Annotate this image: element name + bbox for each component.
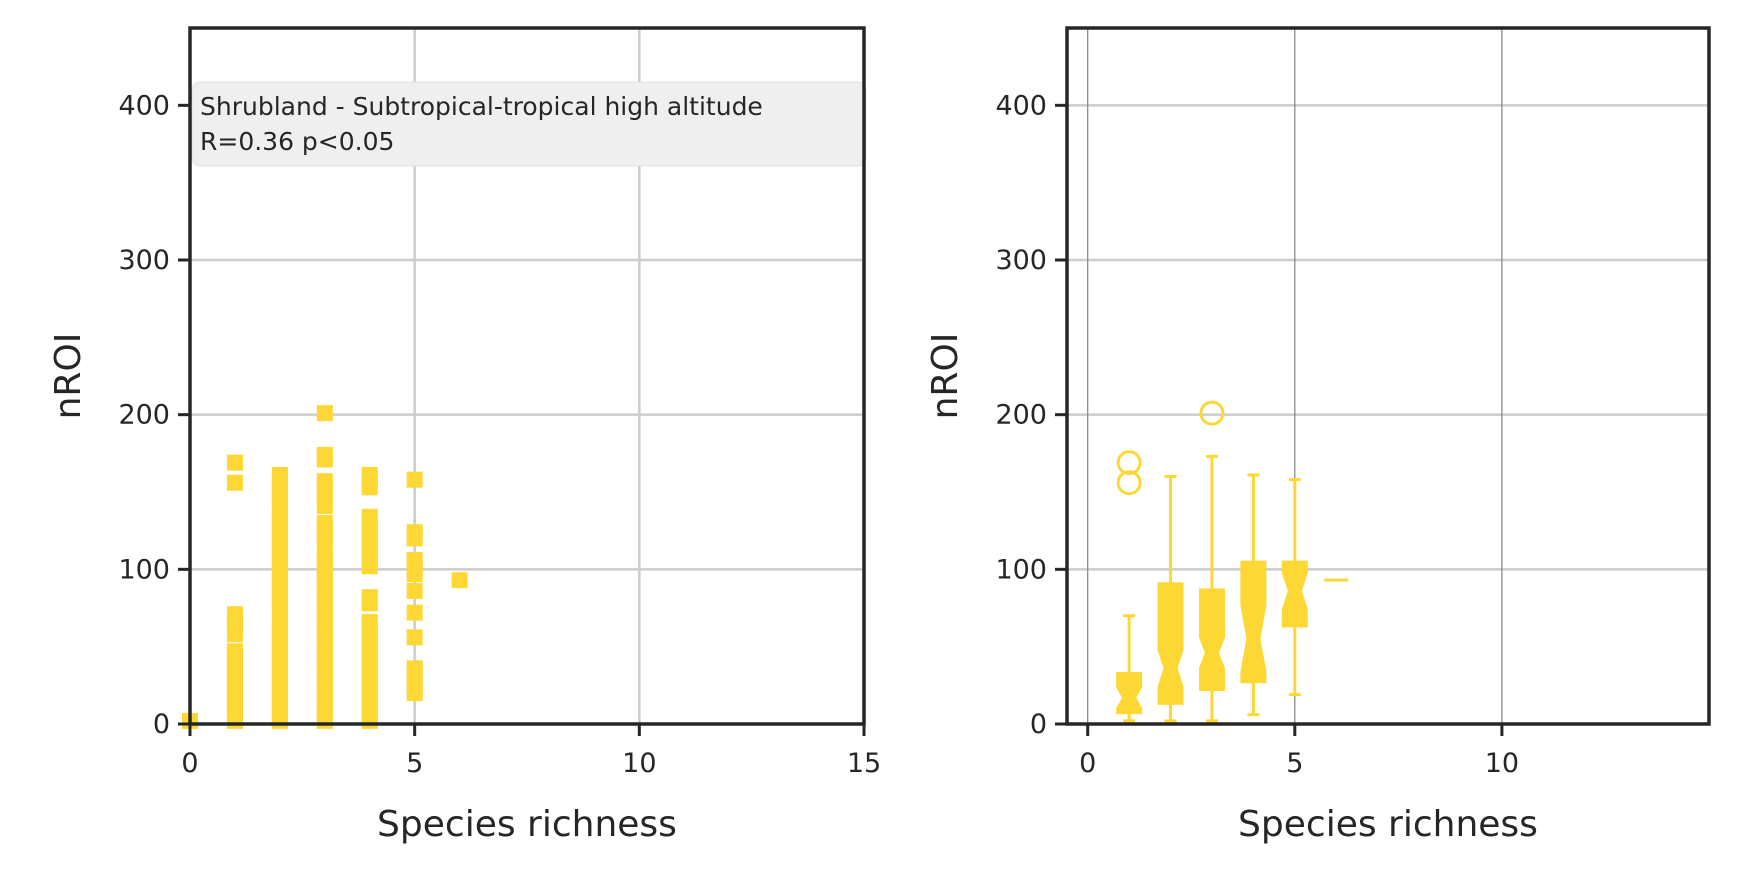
data-point (406, 471, 423, 488)
box-body (1240, 560, 1267, 684)
data-point (226, 606, 243, 623)
x-tick-label: 15 (847, 748, 881, 779)
y-tick-label: 400 (118, 90, 170, 121)
boxplot-panel: 0 100 200 300 400 0 5 10 Species richness nROI (925, 26, 1711, 845)
y-tick-label: 0 (153, 709, 170, 740)
data-point (406, 552, 423, 569)
y-tick-label: 100 (118, 554, 170, 585)
x-tick-label: 0 (181, 748, 198, 779)
x-tick-label: 0 (1079, 748, 1096, 779)
y-tick-label: 200 (995, 400, 1047, 431)
x-axis-label: Species richness (1238, 804, 1538, 845)
y-axis-label: nROI (925, 333, 966, 420)
data-point (406, 582, 423, 599)
data-point (406, 524, 423, 541)
data-point (316, 473, 333, 490)
y-tick-label: 400 (995, 90, 1047, 121)
data-point (361, 613, 378, 630)
outlier-point (1199, 400, 1225, 426)
data-point (316, 514, 333, 531)
data-point (316, 446, 333, 463)
data-point (316, 545, 333, 562)
data-point (406, 660, 423, 677)
data-point (316, 491, 333, 508)
box-body (1198, 588, 1225, 691)
box-4 (1240, 473, 1267, 717)
y-tick-label: 100 (995, 554, 1047, 585)
data-point (406, 678, 423, 695)
data-point (406, 629, 423, 646)
box-body (1281, 560, 1308, 628)
axes-frame (188, 26, 866, 726)
data-point (361, 589, 378, 606)
x-axis-label: Species richness (377, 804, 677, 845)
box-2 (1157, 475, 1184, 723)
data-point (316, 405, 333, 422)
x-tick-label: 5 (406, 748, 423, 779)
data-point (226, 643, 243, 660)
data-point (226, 454, 243, 471)
outlier-point (1116, 450, 1142, 476)
box-body (1116, 671, 1143, 715)
x-tick-label: 10 (1485, 748, 1519, 779)
y-tick-label: 300 (118, 245, 170, 276)
data-point (361, 466, 378, 483)
y-axis-label: nROI (48, 333, 89, 420)
y-tick-label: 0 (1030, 709, 1047, 740)
box-1 (1116, 450, 1143, 723)
box-3 (1198, 400, 1225, 723)
annotation-box (191, 81, 867, 167)
scatter-panel: Shrubland - Subtropical-tropical high al… (48, 26, 881, 845)
x-tick-label: 10 (622, 748, 656, 779)
x-tick-label: 5 (1286, 748, 1303, 779)
data-point (226, 474, 243, 491)
annotation-title: Shrubland - Subtropical-tropical high al… (200, 92, 763, 121)
outlier-point (1116, 470, 1142, 496)
data-point (361, 508, 378, 525)
data-point (451, 572, 468, 589)
y-tick-label: 300 (995, 245, 1047, 276)
y-tick-label: 200 (118, 400, 170, 431)
data-point (271, 466, 288, 483)
box-5 (1281, 478, 1308, 697)
data-point (406, 604, 423, 621)
annotation-stats: R=0.36 p<0.05 (200, 127, 394, 156)
axes-frame (1065, 26, 1711, 726)
box-body (1157, 582, 1184, 705)
